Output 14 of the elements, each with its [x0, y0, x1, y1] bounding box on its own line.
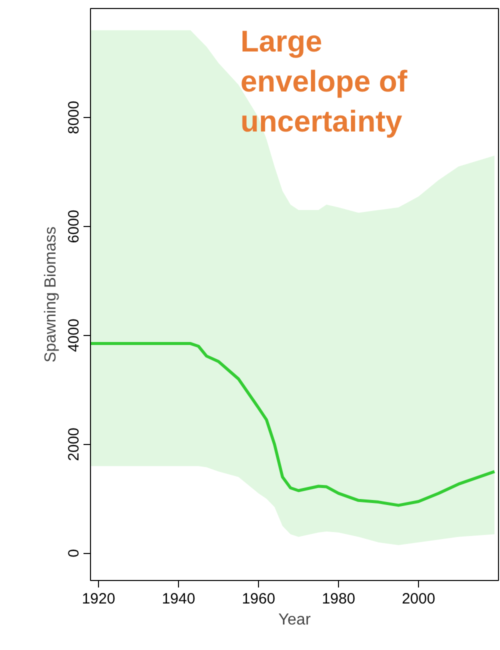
x-tick-label: 1940: [162, 590, 196, 608]
y-tick-label: 2000: [66, 428, 82, 461]
y-tick-label: 8000: [66, 100, 82, 134]
annotation: Large envelope of uncertainty: [240, 26, 408, 138]
line-series: [90, 342, 496, 507]
y-tick-label: 4000: [66, 318, 82, 352]
x-tick-label: 1960: [242, 590, 276, 608]
y-tick-label: 0: [66, 549, 82, 558]
x-tick-label: 1920: [82, 590, 116, 608]
x-tick-label: 1980: [322, 590, 356, 608]
y-tick-label: 6000: [66, 210, 82, 244]
y-axis-title: Spawning Biomass: [42, 226, 60, 363]
x-axis-title: Year: [278, 612, 312, 628]
x-tick-label: 2000: [402, 590, 436, 608]
